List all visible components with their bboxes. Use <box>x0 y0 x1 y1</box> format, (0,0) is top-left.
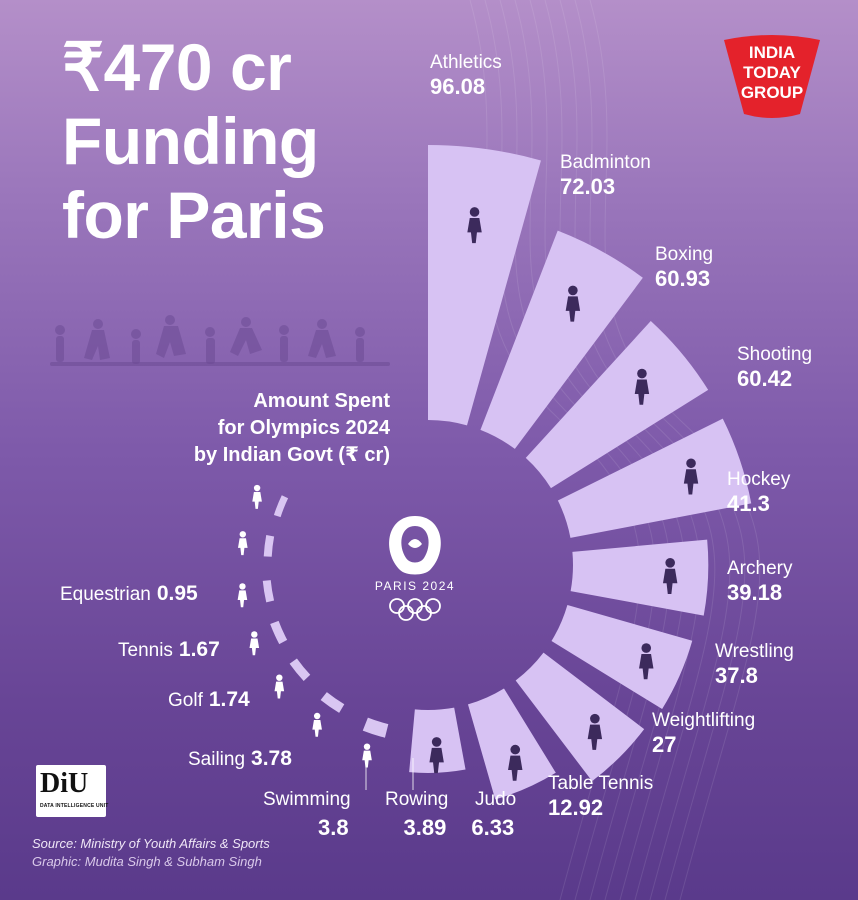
value-judo: 6.33 <box>471 815 514 840</box>
logo-line-1: INDIA <box>749 43 795 62</box>
logo-line-2: TODAY <box>743 63 801 82</box>
label-equestrian: Equestrian <box>60 584 151 605</box>
label-archery: Archery <box>727 558 793 579</box>
label-tennis: Tennis <box>118 640 173 661</box>
value-weightlifting: 27 <box>652 732 676 757</box>
headline-paris: for Paris <box>62 178 326 252</box>
logo-line-3: GROUP <box>741 83 803 102</box>
olympic-rings-icon <box>389 598 441 621</box>
value-hockey: 41.3 <box>727 491 770 516</box>
paris-2024-text: PARIS 2024 <box>375 579 455 593</box>
label-shooting: Shooting <box>737 344 812 365</box>
bar-equestrian <box>273 495 289 518</box>
value-table-tennis: 12.92 <box>548 795 603 820</box>
bar-rowing <box>320 692 345 713</box>
bar-judo <box>362 717 389 738</box>
value-archery: 39.18 <box>727 580 782 605</box>
tennis-icon <box>237 531 248 556</box>
bar-shooting <box>557 418 752 538</box>
subtitle-line-2: for Olympics 2024 <box>217 417 390 439</box>
swimming-icon <box>274 674 285 699</box>
diu-logo-subtext: DATA INTELLIGENCE UNIT <box>40 803 109 809</box>
label-weightlifting: Weightlifting <box>652 710 755 731</box>
subtitle-line-3: by Indian Govt (₹ cr) <box>193 444 390 466</box>
label-golf: Golf <box>168 690 204 711</box>
label-sailing: Sailing <box>188 749 245 770</box>
diu-logo: DiU DATA INTELLIGENCE UNIT <box>36 765 109 817</box>
paris-2024-logo: PARIS 2024 <box>375 516 455 621</box>
value-sailing: 3.78 <box>251 747 292 770</box>
equestrian-icon <box>252 484 262 509</box>
value-badminton: 72.03 <box>560 174 615 199</box>
label-swimming: Swimming <box>263 789 351 810</box>
value-rowing: 3.89 <box>404 815 447 840</box>
value-athletics: 96.08 <box>430 74 485 99</box>
bar-archery <box>551 604 693 710</box>
value-equestrian: 0.95 <box>157 582 198 605</box>
subtitle-line-1: Amount Spent <box>253 390 390 412</box>
bar-tennis <box>263 535 275 557</box>
value-shooting: 60.42 <box>737 366 792 391</box>
label-boxing: Boxing <box>655 244 713 265</box>
value-golf: 1.74 <box>209 688 250 711</box>
label-rowing: Rowing <box>385 789 448 810</box>
bar-sailing <box>270 620 288 645</box>
label-judo: Judo <box>475 789 516 810</box>
source-note: Source: Ministry of Youth Affairs & Spor… <box>32 836 270 851</box>
bar-athletics <box>428 145 541 426</box>
chart-subtitle: Amount Spent for Olympics 2024 by Indian… <box>90 388 390 469</box>
bar-badminton <box>480 230 643 449</box>
label-athletics: Athletics <box>430 52 502 73</box>
bar-swimming <box>289 658 311 681</box>
label-badminton: Badminton <box>560 152 651 173</box>
headline-amount: ₹470 cr <box>62 30 292 104</box>
headline-funding: Funding <box>62 104 319 178</box>
bar-hockey <box>570 539 709 616</box>
india-today-logo-shape <box>724 35 820 118</box>
label-table-tennis: Table Tennis <box>548 773 653 794</box>
value-boxing: 60.93 <box>655 266 710 291</box>
athlete-silhouettes-decoration <box>50 315 390 366</box>
bar-golf <box>262 580 275 603</box>
diu-logo-text: DiU <box>40 768 89 799</box>
sailing-icon <box>249 631 260 656</box>
bar-weightlifting <box>467 688 556 800</box>
value-swimming: 3.8 <box>318 815 349 840</box>
golf-icon <box>237 583 248 608</box>
rowing-icon <box>312 712 322 737</box>
bar-wrestling <box>515 652 645 782</box>
headline: ₹470 cr Funding for Paris <box>62 30 326 252</box>
label-wrestling: Wrestling <box>715 641 794 662</box>
value-wrestling: 37.8 <box>715 663 758 688</box>
graphic-credit: Graphic: Mudita Singh & Subham Singh <box>32 854 262 869</box>
india-today-group-logo: INDIA TODAY GROUP <box>724 35 820 118</box>
label-hockey: Hockey <box>727 469 791 490</box>
judo-icon <box>362 743 372 768</box>
paris-flame-icon <box>389 516 441 575</box>
bar-boxing <box>525 321 709 489</box>
value-tennis: 1.67 <box>179 638 220 661</box>
